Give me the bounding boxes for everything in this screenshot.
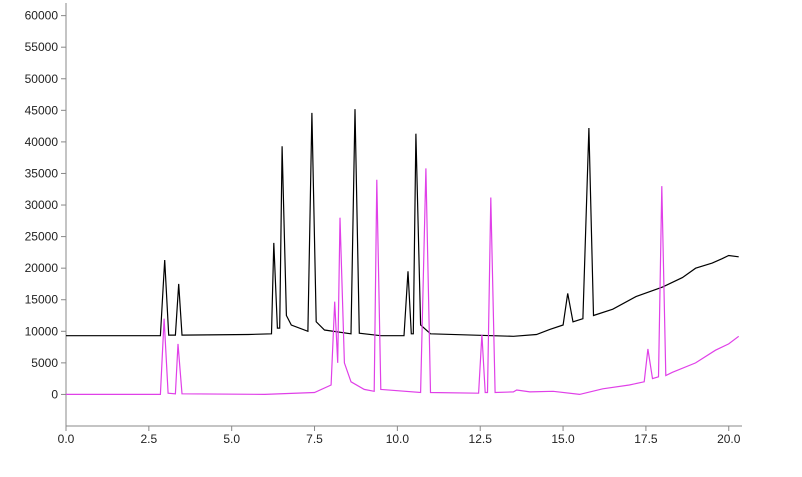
x-tick-label: 15.0 xyxy=(551,432,575,446)
y-tick-label: 60000 xyxy=(25,9,59,23)
y-tick-label: 30000 xyxy=(25,198,59,212)
x-tick-label: 20.0 xyxy=(717,432,741,446)
x-tick-label: 7.5 xyxy=(306,432,323,446)
x-tick-label: 0.0 xyxy=(58,432,75,446)
x-tick-label: 2.5 xyxy=(140,432,157,446)
y-tick-label: 55000 xyxy=(25,40,59,54)
y-tick-label: 50000 xyxy=(25,72,59,86)
y-tick-label: 40000 xyxy=(25,135,59,149)
y-tick-label: 45000 xyxy=(25,103,59,117)
trace xyxy=(66,109,739,337)
y-tick-label: 20000 xyxy=(25,261,59,275)
x-tick-label: 5.0 xyxy=(223,432,240,446)
y-tick-label: 35000 xyxy=(25,166,59,180)
x-tick-label: 17.5 xyxy=(634,432,658,446)
x-tick-label: 12.5 xyxy=(469,432,493,446)
y-tick-label: 15000 xyxy=(25,293,59,307)
y-tick-label: 10000 xyxy=(25,324,59,338)
y-tick-label: 0 xyxy=(51,387,58,401)
y-tick-label: 5000 xyxy=(31,356,58,370)
y-tick-label: 25000 xyxy=(25,230,59,244)
trace xyxy=(66,168,740,396)
x-tick-label: 10.0 xyxy=(386,432,410,446)
